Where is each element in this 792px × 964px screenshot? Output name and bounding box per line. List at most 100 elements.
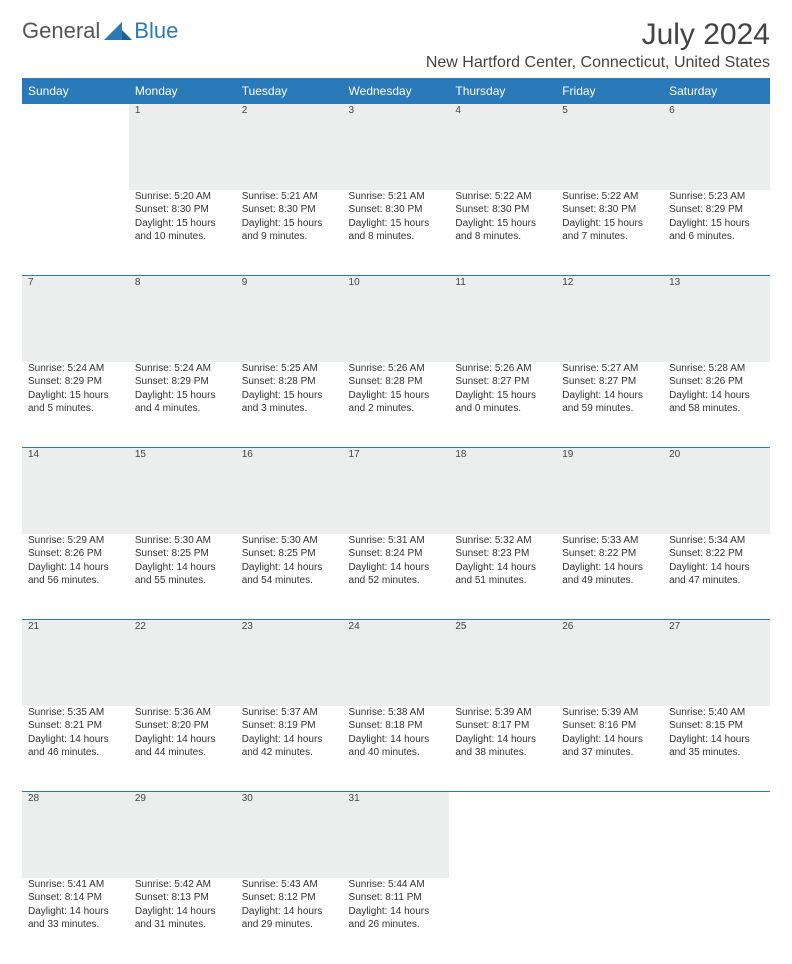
sunrise-line: Sunrise: 5:32 AM [455,534,550,548]
sunrise-line: Sunrise: 5:40 AM [669,706,764,720]
daylight-line: Daylight: 15 hours and 2 minutes. [349,389,444,416]
day-content-cell: Sunrise: 5:22 AMSunset: 8:30 PMDaylight:… [556,190,663,276]
weekday-header: Monday [129,79,236,104]
day-number-row: 78910111213 [22,276,770,362]
sunrise-line: Sunrise: 5:30 AM [135,534,230,548]
sunrise-line: Sunrise: 5:29 AM [28,534,123,548]
sunset-line: Sunset: 8:17 PM [455,719,550,733]
day-content-cell: Sunrise: 5:34 AMSunset: 8:22 PMDaylight:… [663,534,770,620]
day-number-cell: 24 [343,620,450,706]
sunset-line: Sunset: 8:26 PM [28,547,123,561]
day-content-cell [449,878,556,964]
sunrise-line: Sunrise: 5:41 AM [28,878,123,892]
daylight-line: Daylight: 14 hours and 31 minutes. [135,905,230,932]
day-content-cell: Sunrise: 5:39 AMSunset: 8:17 PMDaylight:… [449,706,556,792]
day-content-cell: Sunrise: 5:28 AMSunset: 8:26 PMDaylight:… [663,362,770,448]
day-number-cell: 14 [22,448,129,534]
day-content-row: Sunrise: 5:41 AMSunset: 8:14 PM Daylight:… [22,878,770,964]
sunset-line: Sunset: 8:14 PM [28,891,123,905]
daylight-line: Daylight: 15 hours and 4 minutes. [135,389,230,416]
day-number-cell: 25 [449,620,556,706]
day-number-cell [556,792,663,878]
sunset-line: Sunset: 8:18 PM [349,719,444,733]
sunrise-line: Sunrise: 5:24 AM [28,362,123,376]
weekday-header: Friday [556,79,663,104]
day-number-cell: 11 [449,276,556,362]
weekday-header: Wednesday [343,79,450,104]
day-number-cell: 27 [663,620,770,706]
day-content-cell: Sunrise: 5:36 AMSunset: 8:20 PMDaylight:… [129,706,236,792]
day-number-cell: 10 [343,276,450,362]
day-content-cell: Sunrise: 5:44 AMSunset: 8:11 PMDaylight:… [343,878,450,964]
sunset-line: Sunset: 8:20 PM [135,719,230,733]
day-number-cell: 29 [129,792,236,878]
daylight-line: Daylight: 14 hours and 49 minutes. [562,561,657,588]
daylight-line: Daylight: 14 hours and 54 minutes. [242,561,337,588]
day-number-cell: 15 [129,448,236,534]
sunrise-line: Sunrise: 5:21 AM [349,190,444,204]
logo-triangle-icon [104,22,132,40]
day-content-cell: Sunrise: 5:29 AMSunset: 8:26 PMDaylight:… [22,534,129,620]
daylight-line: Daylight: 14 hours and 56 minutes. [28,561,123,588]
day-content-cell: Sunrise: 5:32 AMSunset: 8:23 PMDaylight:… [449,534,556,620]
header: General Blue July 2024 New Hartford Cent… [22,18,770,72]
daylight-line: Daylight: 14 hours and 26 minutes. [349,905,444,932]
daylight-line: Daylight: 14 hours and 38 minutes. [455,733,550,760]
sunrise-line: Sunrise: 5:34 AM [669,534,764,548]
sunset-line: Sunset: 8:26 PM [669,375,764,389]
weekday-header-row: Sunday Monday Tuesday Wednesday Thursday… [22,79,770,104]
day-number-cell: 4 [449,104,556,190]
daylight-line: Daylight: 14 hours and 35 minutes. [669,733,764,760]
sunrise-line: Sunrise: 5:28 AM [669,362,764,376]
day-content-cell: Sunrise: 5:41 AMSunset: 8:14 PMDaylight:… [22,878,129,964]
day-content-cell: Sunrise: 5:26 AMSunset: 8:28 PMDaylight:… [343,362,450,448]
day-content-cell: Sunrise: 5:22 AMSunset: 8:30 PMDaylight:… [449,190,556,276]
day-content-cell: Sunrise: 5:20 AMSunset: 8:30 PMDaylight:… [129,190,236,276]
day-content-cell: Sunrise: 5:21 AMSunset: 8:30 PMDaylight:… [236,190,343,276]
day-number-cell: 18 [449,448,556,534]
day-number-cell [663,792,770,878]
sunrise-line: Sunrise: 5:26 AM [349,362,444,376]
sunset-line: Sunset: 8:30 PM [562,203,657,217]
daylight-line: Daylight: 15 hours and 7 minutes. [562,217,657,244]
day-number-cell: 20 [663,448,770,534]
day-number-cell: 23 [236,620,343,706]
daylight-line: Daylight: 14 hours and 37 minutes. [562,733,657,760]
day-content-cell: Sunrise: 5:38 AMSunset: 8:18 PMDaylight:… [343,706,450,792]
logo-text-blue: Blue [134,18,178,44]
daylight-line: Daylight: 15 hours and 8 minutes. [349,217,444,244]
sunset-line: Sunset: 8:23 PM [455,547,550,561]
day-content-cell: Sunrise: 5:37 AMSunset: 8:19 PMDaylight:… [236,706,343,792]
sunset-line: Sunset: 8:27 PM [562,375,657,389]
daylight-line: Daylight: 14 hours and 59 minutes. [562,389,657,416]
sunset-line: Sunset: 8:29 PM [135,375,230,389]
sunrise-line: Sunrise: 5:37 AM [242,706,337,720]
sunrise-line: Sunrise: 5:30 AM [242,534,337,548]
day-number-cell: 17 [343,448,450,534]
daylight-line: Daylight: 14 hours and 40 minutes. [349,733,444,760]
sunset-line: Sunset: 8:16 PM [562,719,657,733]
sunrise-line: Sunrise: 5:38 AM [349,706,444,720]
sunrise-line: Sunrise: 5:22 AM [562,190,657,204]
day-number-cell: 2 [236,104,343,190]
sunrise-line: Sunrise: 5:35 AM [28,706,123,720]
sunrise-line: Sunrise: 5:43 AM [242,878,337,892]
day-number-row: 28293031 [22,792,770,878]
sunset-line: Sunset: 8:12 PM [242,891,337,905]
day-number-cell [22,104,129,190]
day-content-cell: Sunrise: 5:35 AMSunset: 8:21 PMDaylight:… [22,706,129,792]
sunset-line: Sunset: 8:27 PM [455,375,550,389]
day-number-cell: 31 [343,792,450,878]
day-content-cell [663,878,770,964]
day-content-row: Sunrise: 5:29 AMSunset: 8:26 PMDaylight:… [22,534,770,620]
day-number-cell: 1 [129,104,236,190]
daylight-line: Daylight: 14 hours and 29 minutes. [242,905,337,932]
day-content-row: Sunrise: 5:20 AMSunset: 8:30 PMDaylight:… [22,190,770,276]
day-content-cell: Sunrise: 5:30 AMSunset: 8:25 PMDaylight:… [129,534,236,620]
sunset-line: Sunset: 8:25 PM [135,547,230,561]
weekday-header: Saturday [663,79,770,104]
day-content-cell: Sunrise: 5:24 AMSunset: 8:29 PMDaylight:… [22,362,129,448]
sunrise-line: Sunrise: 5:44 AM [349,878,444,892]
daylight-line: Daylight: 15 hours and 10 minutes. [135,217,230,244]
weekday-header: Thursday [449,79,556,104]
